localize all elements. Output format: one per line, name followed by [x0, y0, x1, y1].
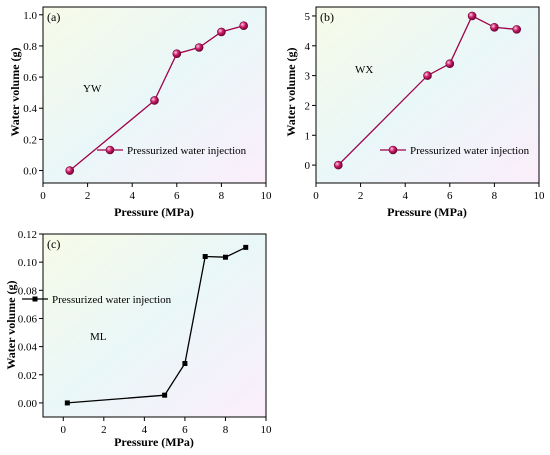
x-axis-label: Pressure (MPa) — [114, 435, 194, 449]
x-tick-label: 4 — [402, 190, 408, 202]
panel-label: (a) — [47, 10, 60, 24]
x-tick-label: 10 — [261, 424, 273, 436]
x-tick-label: 8 — [219, 190, 225, 202]
x-tick-label: 2 — [101, 424, 107, 436]
data-point — [222, 254, 228, 260]
y-tick-label: 0.04 — [18, 342, 38, 354]
data-point — [217, 27, 226, 37]
y-tick-label: 0.2 — [23, 134, 37, 146]
x-tick-label: 6 — [174, 190, 180, 202]
y-axis-label: Water volume (g) — [284, 47, 298, 136]
x-tick-label: 6 — [182, 424, 188, 436]
data-point — [445, 59, 455, 68]
data-point — [243, 244, 249, 250]
data-point — [333, 160, 343, 170]
legend-marker — [32, 296, 38, 302]
x-axis-label: Pressure (MPa) — [114, 205, 194, 219]
chart-panel-2: 0 2 4 6 8 10 0 1 2 3 4 5 Pressure (MPa) Water volume … — [284, 6, 546, 219]
data-point — [65, 166, 75, 175]
y-axis-label: Water volume (g) — [4, 280, 18, 369]
plot-area — [316, 7, 539, 183]
x-tick-label: 4 — [129, 190, 135, 202]
plot-frame — [315, 6, 540, 184]
x-tick-label: 8 — [492, 190, 498, 202]
data-point — [423, 71, 432, 80]
x-tick-label: 10 — [534, 190, 546, 202]
chart-panel-1: 0 2 4 6 8 10 0.0 0.2 0.4 0.6 0.8 1.0 Pressure (MPa) W… — [8, 6, 273, 219]
x-axis-label: Pressure (MPa) — [387, 205, 467, 219]
legend-marker — [105, 145, 115, 155]
y-axis-label: Water volume (g) — [8, 47, 22, 136]
data-point — [194, 43, 204, 52]
y-tick-label: 2 — [305, 100, 311, 112]
plot-frame — [42, 6, 267, 184]
x-tick-label: 4 — [142, 424, 148, 436]
y-tick-label: 0 — [305, 160, 311, 172]
x-tick-label: 10 — [261, 190, 273, 202]
sample-annotation: WX — [355, 64, 373, 76]
sample-annotation: YW — [83, 83, 102, 95]
y-tick-label: 0.0 — [23, 166, 37, 178]
y-tick-label: 1.0 — [23, 10, 37, 22]
y-tick-label: 0.08 — [18, 285, 38, 297]
x-tick-label: 2 — [85, 190, 91, 202]
data-point — [202, 254, 208, 260]
plot-frame — [42, 233, 267, 418]
y-tick-label: 0.10 — [18, 257, 38, 269]
data-point — [172, 49, 182, 59]
y-tick-label: 3 — [305, 71, 311, 83]
x-tick-label: 0 — [313, 190, 319, 202]
panel-label: (b) — [320, 10, 334, 24]
legend-entry: Pressurized water injection — [410, 145, 530, 157]
x-tick-label: 8 — [223, 424, 229, 436]
legend-marker — [388, 145, 398, 155]
data-point — [150, 96, 159, 105]
y-tick-label: 0.02 — [18, 370, 37, 382]
data-point — [239, 21, 248, 30]
data-point — [490, 22, 499, 32]
y-tick-label: 1 — [305, 130, 311, 142]
y-tick-label: 0.06 — [18, 313, 38, 325]
plot-area — [43, 234, 266, 417]
series-line — [67, 246, 246, 404]
data-point — [64, 400, 70, 406]
panel-label: (c) — [47, 237, 60, 251]
y-tick-label: 0.00 — [18, 398, 38, 410]
data-point — [467, 11, 477, 21]
x-tick-label: 0 — [61, 424, 67, 436]
plot-area — [43, 7, 266, 183]
legend-entry: Pressurized water injection — [52, 294, 172, 306]
y-tick-label: 0.8 — [23, 41, 37, 53]
y-tick-label: 4 — [305, 41, 311, 53]
chart-panel-3: 0 2 4 6 8 10 0.00 0.02 0.04 0.06 0.08 0.10 0.12 Press… — [4, 229, 272, 449]
data-point — [162, 392, 168, 398]
x-tick-label: 2 — [358, 190, 364, 202]
data-point — [182, 361, 188, 367]
y-tick-label: 0.4 — [23, 103, 37, 115]
x-tick-label: 0 — [40, 190, 46, 202]
data-point — [512, 25, 522, 34]
y-tick-label: 0.12 — [18, 229, 37, 241]
legend-entry: Pressurized water injection — [127, 145, 247, 157]
y-tick-label: 5 — [305, 11, 311, 23]
sample-annotation: ML — [90, 331, 107, 343]
x-tick-label: 6 — [447, 190, 453, 202]
y-tick-label: 0.6 — [23, 72, 37, 84]
